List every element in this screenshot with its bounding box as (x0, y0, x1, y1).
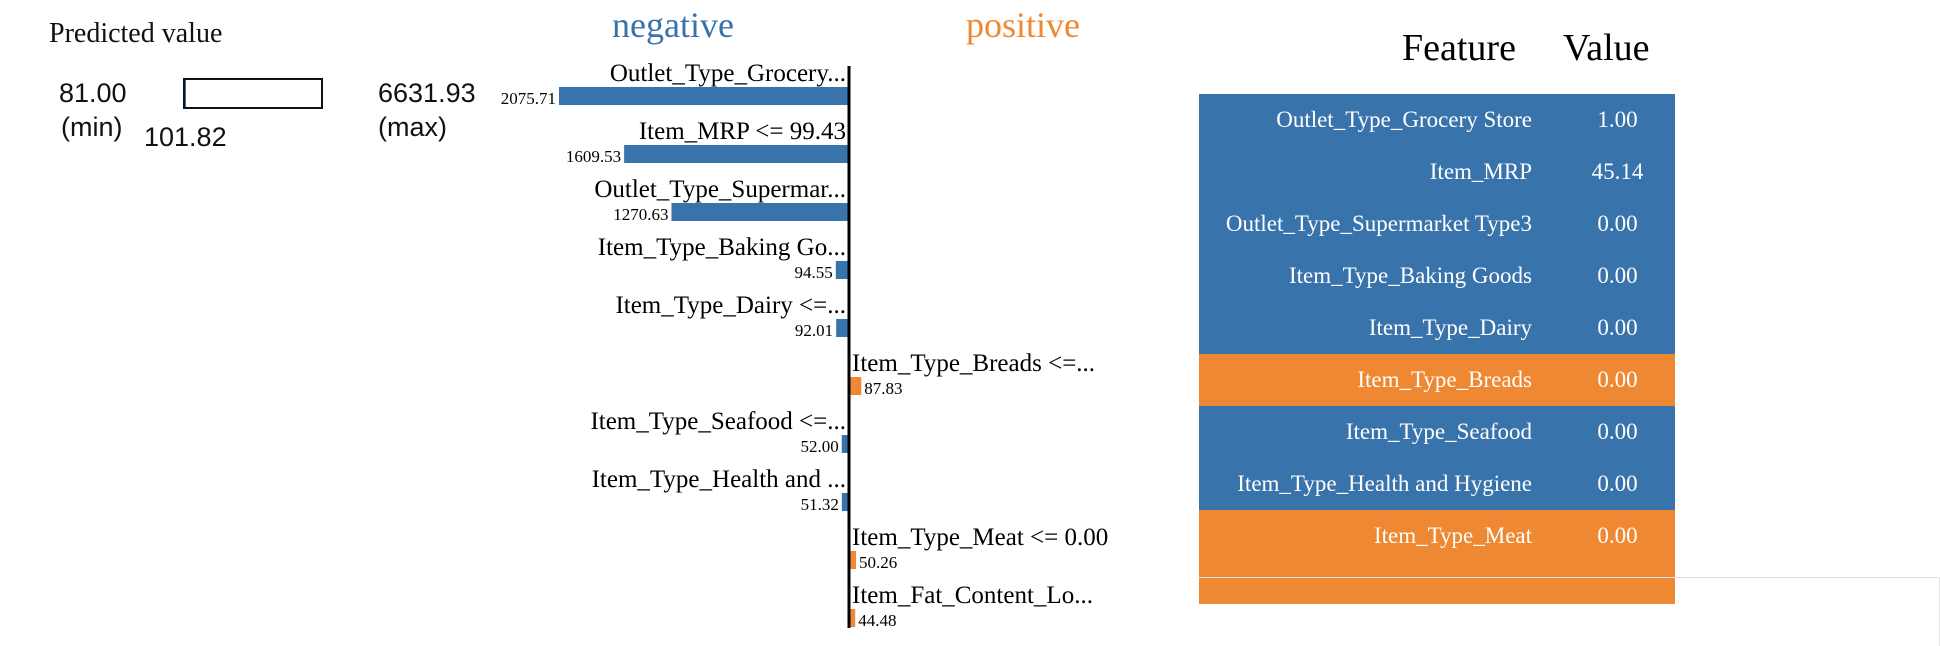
table-feature-header: Feature (1402, 27, 1516, 69)
table-value-cell: 0.00 (1597, 471, 1638, 496)
bar (849, 377, 862, 395)
feature-value-table: Outlet_Type_Grocery Store 1.00 Item_MRP 45.… (1199, 94, 1675, 604)
table-feature-cell: Item_MRP (1429, 159, 1532, 184)
predicted-value: 101.82 (144, 122, 227, 152)
table-bottom-divider (1199, 577, 1940, 578)
table-feature-cell: Item_Type_Dairy (1368, 315, 1532, 340)
bar (559, 87, 849, 105)
bar (849, 609, 856, 627)
table-feature-cell: Outlet_Type_Grocery Store (1276, 107, 1532, 132)
predicted-min-label: (min) (61, 112, 123, 142)
bar (671, 203, 849, 221)
table-row: Item_Type_Health and Hygiene 0.00 (1199, 458, 1675, 510)
bar-value-label: 94.55 (795, 263, 833, 282)
table-row: Outlet_Type_Supermarket Type3 0.00 (1199, 198, 1675, 250)
bar-value-label: 52.00 (800, 437, 838, 456)
table-row: Item_Type_Meat 0.00 (1199, 510, 1675, 562)
negative-heading: negative (612, 5, 734, 45)
bar-value-label: 2075.71 (501, 89, 556, 108)
bar (835, 261, 849, 279)
bar-label: Item_Type_Meat <= 0.00 (852, 524, 1108, 551)
table-value-cell: 0.00 (1597, 367, 1638, 392)
bar-value-label: 51.32 (801, 495, 839, 514)
predicted-value-bar (183, 78, 323, 109)
bar-value-label: 44.48 (858, 611, 896, 630)
table-value-header: Value (1563, 27, 1650, 69)
table-row: Item_Type_Seafood 0.00 (1199, 406, 1675, 458)
bar (836, 319, 849, 337)
bar (841, 493, 849, 511)
bar-label: Item_MRP <= 99.43 (639, 118, 846, 145)
predicted-value-title: Predicted value (49, 18, 223, 49)
table-row: Outlet_Type_Grocery Store 1.00 (1199, 94, 1675, 146)
table-feature-cell: Item_Type_Breads (1357, 367, 1532, 392)
table-feature-cell: Outlet_Type_Supermarket Type3 (1225, 211, 1532, 236)
table-value-cell: 0.00 (1597, 263, 1638, 288)
bar-value-label: 92.01 (795, 321, 833, 340)
table-value-cell: 0.00 (1597, 315, 1638, 340)
bar-value-label: 1609.53 (566, 147, 621, 166)
table-feature-cell: Item_Type_Meat (1373, 523, 1532, 548)
bar-label: Outlet_Type_Grocery... (610, 60, 846, 87)
bar-value-label: 87.83 (864, 379, 902, 398)
bar-label: Item_Fat_Content_Lo... (852, 582, 1093, 609)
table-value-cell: 45.14 (1591, 159, 1644, 184)
table-value-cell: 1.00 (1597, 107, 1638, 132)
bar-label: Item_Type_Baking Go... (598, 234, 846, 261)
table-feature-cell: Item_Type_Health and Hygiene (1237, 471, 1532, 496)
bar-value-label: 50.26 (859, 553, 897, 572)
table-feature-cell: Item_Type_Baking Goods (1288, 263, 1532, 288)
table-footer (1199, 562, 1675, 604)
bar (849, 551, 857, 569)
predicted-max-label: (max) (378, 112, 447, 142)
table-row: Item_MRP 45.14 (1199, 146, 1675, 198)
bar (841, 435, 849, 453)
predicted-min-value: 81.00 (59, 78, 127, 108)
table-feature-cell: Item_Type_Seafood (1345, 419, 1532, 444)
bar-label: Item_Type_Dairy <=... (615, 292, 846, 319)
bar-value-label: 1270.63 (613, 205, 668, 224)
bar-label: Item_Type_Health and ... (592, 466, 846, 493)
table-row: Item_Type_Dairy 0.00 (1199, 302, 1675, 354)
bar-label: Item_Type_Breads <=... (852, 350, 1095, 377)
table-value-cell: 0.00 (1597, 523, 1638, 548)
table-row: Item_Type_Breads 0.00 (1199, 354, 1675, 406)
bar-label: Outlet_Type_Supermar... (594, 176, 846, 203)
predicted-max-value: 6631.93 (378, 78, 476, 108)
positive-heading: positive (966, 5, 1080, 45)
bar (624, 145, 849, 163)
table-value-cell: 0.00 (1597, 211, 1638, 236)
table-value-cell: 0.00 (1597, 419, 1638, 444)
feature-contribution-chart: negative positive Outlet_Type_Grocery... 20… (501, 5, 1109, 630)
table-row: Item_Type_Baking Goods 0.00 (1199, 250, 1675, 302)
bar-label: Item_Type_Seafood <=... (590, 408, 846, 435)
